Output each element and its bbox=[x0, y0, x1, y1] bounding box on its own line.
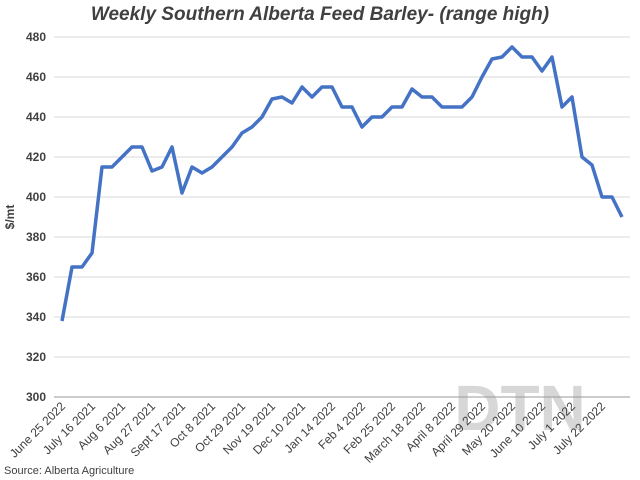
source: Source: Alberta Agriculture bbox=[4, 465, 134, 477]
y-tick-label: 360 bbox=[26, 270, 46, 284]
y-tick-label: 320 bbox=[26, 350, 46, 364]
y-tick-label: 480 bbox=[26, 30, 46, 44]
watermark: DTN bbox=[454, 372, 586, 444]
y-tick-label: 380 bbox=[26, 230, 46, 244]
y-tick-label: 400 bbox=[26, 190, 46, 204]
chart-title: Weekly Southern Alberta Feed Barley- (ra… bbox=[91, 4, 549, 25]
y-tick-label: 340 bbox=[26, 310, 46, 324]
y-tick-label: 300 bbox=[26, 390, 46, 404]
y-tick-label: 420 bbox=[26, 150, 46, 164]
y-axis-label: $/mt bbox=[3, 205, 17, 230]
y-tick-label: 440 bbox=[26, 110, 46, 124]
line bbox=[60, 45, 624, 322]
y-tick-label: 460 bbox=[26, 70, 46, 84]
